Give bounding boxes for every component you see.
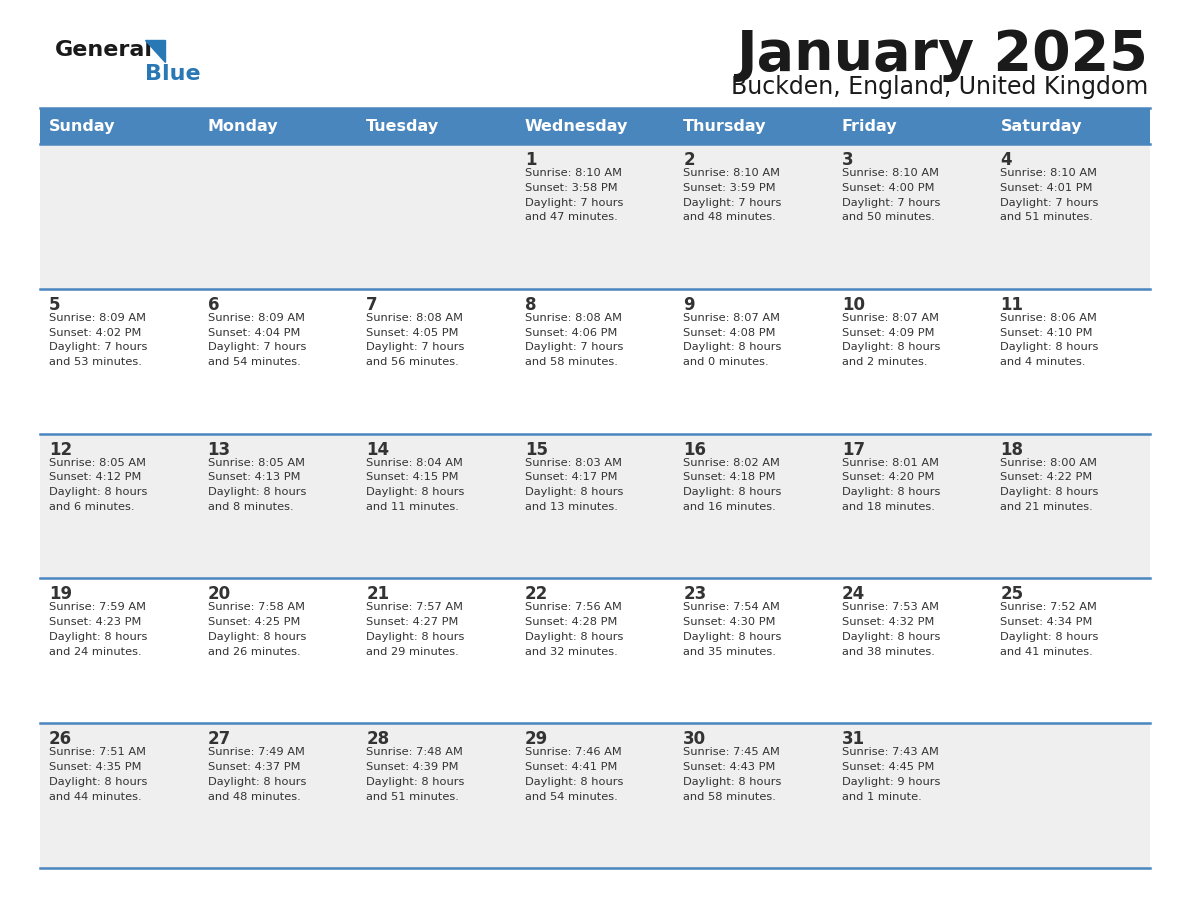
Text: 9: 9 xyxy=(683,296,695,314)
Text: Buckden, England, United Kingdom: Buckden, England, United Kingdom xyxy=(731,75,1148,99)
Text: 23: 23 xyxy=(683,586,707,603)
Bar xyxy=(40,578,1150,723)
Text: Wednesday: Wednesday xyxy=(525,118,628,133)
Text: January 2025: January 2025 xyxy=(737,28,1148,82)
Text: Sunrise: 8:07 AM
Sunset: 4:08 PM
Daylight: 8 hours
and 0 minutes.: Sunrise: 8:07 AM Sunset: 4:08 PM Dayligh… xyxy=(683,313,782,367)
Text: Sunrise: 7:56 AM
Sunset: 4:28 PM
Daylight: 8 hours
and 32 minutes.: Sunrise: 7:56 AM Sunset: 4:28 PM Dayligh… xyxy=(525,602,623,656)
Bar xyxy=(516,108,675,144)
Text: Sunrise: 7:48 AM
Sunset: 4:39 PM
Daylight: 8 hours
and 51 minutes.: Sunrise: 7:48 AM Sunset: 4:39 PM Dayligh… xyxy=(366,747,465,801)
Text: 18: 18 xyxy=(1000,441,1023,459)
Text: 31: 31 xyxy=(842,730,865,748)
Bar xyxy=(40,108,198,144)
Text: Sunrise: 8:08 AM
Sunset: 4:06 PM
Daylight: 7 hours
and 58 minutes.: Sunrise: 8:08 AM Sunset: 4:06 PM Dayligh… xyxy=(525,313,623,367)
Text: 8: 8 xyxy=(525,296,536,314)
Bar xyxy=(675,108,833,144)
Text: Sunrise: 8:10 AM
Sunset: 3:59 PM
Daylight: 7 hours
and 48 minutes.: Sunrise: 8:10 AM Sunset: 3:59 PM Dayligh… xyxy=(683,168,782,222)
Text: 13: 13 xyxy=(208,441,230,459)
Text: 28: 28 xyxy=(366,730,390,748)
Text: 25: 25 xyxy=(1000,586,1024,603)
Text: Sunrise: 7:57 AM
Sunset: 4:27 PM
Daylight: 8 hours
and 29 minutes.: Sunrise: 7:57 AM Sunset: 4:27 PM Dayligh… xyxy=(366,602,465,656)
Bar xyxy=(40,433,1150,578)
Bar xyxy=(40,723,1150,868)
Bar xyxy=(992,108,1150,144)
Text: Sunday: Sunday xyxy=(49,118,115,133)
Text: 24: 24 xyxy=(842,586,865,603)
Text: 19: 19 xyxy=(49,586,72,603)
Text: Sunrise: 8:08 AM
Sunset: 4:05 PM
Daylight: 7 hours
and 56 minutes.: Sunrise: 8:08 AM Sunset: 4:05 PM Dayligh… xyxy=(366,313,465,367)
Text: Sunrise: 7:49 AM
Sunset: 4:37 PM
Daylight: 8 hours
and 48 minutes.: Sunrise: 7:49 AM Sunset: 4:37 PM Dayligh… xyxy=(208,747,307,801)
Bar xyxy=(198,108,358,144)
Text: 16: 16 xyxy=(683,441,707,459)
Text: Monday: Monday xyxy=(208,118,278,133)
Text: Sunrise: 7:43 AM
Sunset: 4:45 PM
Daylight: 9 hours
and 1 minute.: Sunrise: 7:43 AM Sunset: 4:45 PM Dayligh… xyxy=(842,747,940,801)
Text: Sunrise: 7:46 AM
Sunset: 4:41 PM
Daylight: 8 hours
and 54 minutes.: Sunrise: 7:46 AM Sunset: 4:41 PM Dayligh… xyxy=(525,747,623,801)
Text: Sunrise: 8:09 AM
Sunset: 4:02 PM
Daylight: 7 hours
and 53 minutes.: Sunrise: 8:09 AM Sunset: 4:02 PM Dayligh… xyxy=(49,313,147,367)
Bar xyxy=(40,144,1150,289)
Text: 11: 11 xyxy=(1000,296,1023,314)
Text: Sunrise: 8:10 AM
Sunset: 3:58 PM
Daylight: 7 hours
and 47 minutes.: Sunrise: 8:10 AM Sunset: 3:58 PM Dayligh… xyxy=(525,168,623,222)
Text: Sunrise: 7:51 AM
Sunset: 4:35 PM
Daylight: 8 hours
and 44 minutes.: Sunrise: 7:51 AM Sunset: 4:35 PM Dayligh… xyxy=(49,747,147,801)
Text: 30: 30 xyxy=(683,730,707,748)
Text: 1: 1 xyxy=(525,151,536,169)
Text: Sunrise: 8:06 AM
Sunset: 4:10 PM
Daylight: 8 hours
and 4 minutes.: Sunrise: 8:06 AM Sunset: 4:10 PM Dayligh… xyxy=(1000,313,1099,367)
Text: Sunrise: 8:03 AM
Sunset: 4:17 PM
Daylight: 8 hours
and 13 minutes.: Sunrise: 8:03 AM Sunset: 4:17 PM Dayligh… xyxy=(525,457,623,512)
Text: Sunrise: 8:05 AM
Sunset: 4:13 PM
Daylight: 8 hours
and 8 minutes.: Sunrise: 8:05 AM Sunset: 4:13 PM Dayligh… xyxy=(208,457,307,512)
Text: 12: 12 xyxy=(49,441,72,459)
Polygon shape xyxy=(145,40,165,62)
Text: Sunrise: 8:05 AM
Sunset: 4:12 PM
Daylight: 8 hours
and 6 minutes.: Sunrise: 8:05 AM Sunset: 4:12 PM Dayligh… xyxy=(49,457,147,512)
Text: Sunrise: 7:45 AM
Sunset: 4:43 PM
Daylight: 8 hours
and 58 minutes.: Sunrise: 7:45 AM Sunset: 4:43 PM Dayligh… xyxy=(683,747,782,801)
Text: Sunrise: 7:59 AM
Sunset: 4:23 PM
Daylight: 8 hours
and 24 minutes.: Sunrise: 7:59 AM Sunset: 4:23 PM Dayligh… xyxy=(49,602,147,656)
Text: 15: 15 xyxy=(525,441,548,459)
Text: 22: 22 xyxy=(525,586,548,603)
Text: 29: 29 xyxy=(525,730,548,748)
Text: Sunrise: 8:09 AM
Sunset: 4:04 PM
Daylight: 7 hours
and 54 minutes.: Sunrise: 8:09 AM Sunset: 4:04 PM Dayligh… xyxy=(208,313,307,367)
Text: Sunrise: 8:10 AM
Sunset: 4:01 PM
Daylight: 7 hours
and 51 minutes.: Sunrise: 8:10 AM Sunset: 4:01 PM Dayligh… xyxy=(1000,168,1099,222)
Text: Friday: Friday xyxy=(842,118,897,133)
Text: General: General xyxy=(55,40,153,60)
Text: 3: 3 xyxy=(842,151,853,169)
Text: Sunrise: 7:53 AM
Sunset: 4:32 PM
Daylight: 8 hours
and 38 minutes.: Sunrise: 7:53 AM Sunset: 4:32 PM Dayligh… xyxy=(842,602,940,656)
Text: 2: 2 xyxy=(683,151,695,169)
Text: 26: 26 xyxy=(49,730,72,748)
Text: Sunrise: 7:54 AM
Sunset: 4:30 PM
Daylight: 8 hours
and 35 minutes.: Sunrise: 7:54 AM Sunset: 4:30 PM Dayligh… xyxy=(683,602,782,656)
Text: 17: 17 xyxy=(842,441,865,459)
Text: Blue: Blue xyxy=(145,64,201,84)
Bar xyxy=(40,289,1150,433)
Text: Sunrise: 8:01 AM
Sunset: 4:20 PM
Daylight: 8 hours
and 18 minutes.: Sunrise: 8:01 AM Sunset: 4:20 PM Dayligh… xyxy=(842,457,940,512)
Text: Sunrise: 8:10 AM
Sunset: 4:00 PM
Daylight: 7 hours
and 50 minutes.: Sunrise: 8:10 AM Sunset: 4:00 PM Dayligh… xyxy=(842,168,940,222)
Text: Sunrise: 8:07 AM
Sunset: 4:09 PM
Daylight: 8 hours
and 2 minutes.: Sunrise: 8:07 AM Sunset: 4:09 PM Dayligh… xyxy=(842,313,940,367)
Text: Saturday: Saturday xyxy=(1000,118,1082,133)
Text: Sunrise: 7:52 AM
Sunset: 4:34 PM
Daylight: 8 hours
and 41 minutes.: Sunrise: 7:52 AM Sunset: 4:34 PM Dayligh… xyxy=(1000,602,1099,656)
Text: Sunrise: 8:02 AM
Sunset: 4:18 PM
Daylight: 8 hours
and 16 minutes.: Sunrise: 8:02 AM Sunset: 4:18 PM Dayligh… xyxy=(683,457,782,512)
Text: 4: 4 xyxy=(1000,151,1012,169)
Text: 27: 27 xyxy=(208,730,230,748)
Text: 5: 5 xyxy=(49,296,61,314)
Bar xyxy=(358,108,516,144)
Text: Sunrise: 8:04 AM
Sunset: 4:15 PM
Daylight: 8 hours
and 11 minutes.: Sunrise: 8:04 AM Sunset: 4:15 PM Dayligh… xyxy=(366,457,465,512)
Text: Sunrise: 7:58 AM
Sunset: 4:25 PM
Daylight: 8 hours
and 26 minutes.: Sunrise: 7:58 AM Sunset: 4:25 PM Dayligh… xyxy=(208,602,307,656)
Text: 10: 10 xyxy=(842,296,865,314)
Bar xyxy=(833,108,992,144)
Text: 20: 20 xyxy=(208,586,230,603)
Text: 7: 7 xyxy=(366,296,378,314)
Text: 14: 14 xyxy=(366,441,390,459)
Text: 21: 21 xyxy=(366,586,390,603)
Text: Sunrise: 8:00 AM
Sunset: 4:22 PM
Daylight: 8 hours
and 21 minutes.: Sunrise: 8:00 AM Sunset: 4:22 PM Dayligh… xyxy=(1000,457,1099,512)
Text: 6: 6 xyxy=(208,296,219,314)
Text: Thursday: Thursday xyxy=(683,118,766,133)
Text: Tuesday: Tuesday xyxy=(366,118,440,133)
